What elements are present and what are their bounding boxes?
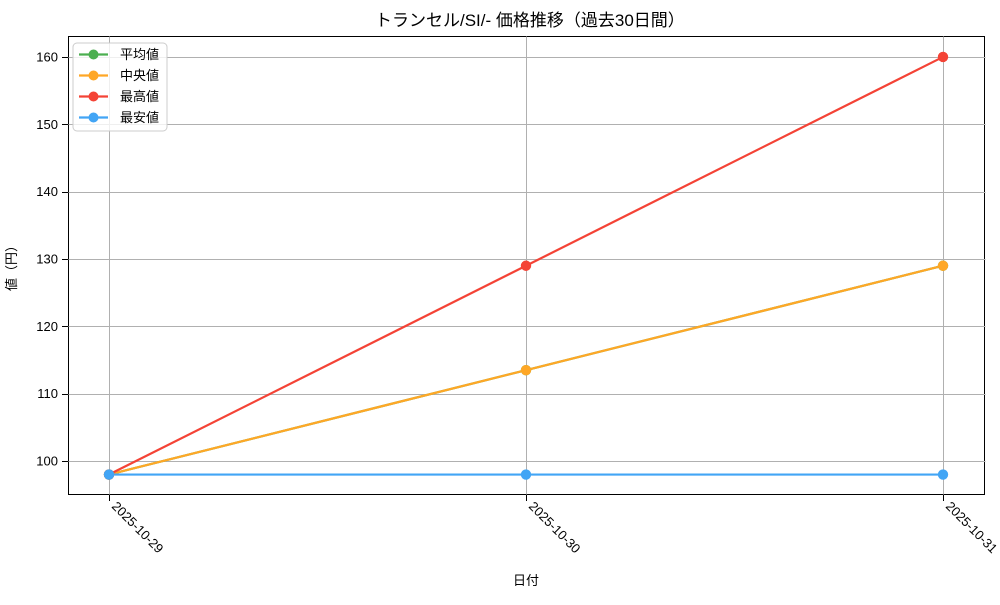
- svg-text:平均値: 平均値: [120, 47, 159, 62]
- svg-text:最高値: 最高値: [120, 89, 159, 104]
- svg-text:値（円）: 値（円）: [4, 239, 19, 291]
- svg-text:100: 100: [36, 454, 58, 469]
- svg-text:最安値: 最安値: [120, 110, 159, 125]
- svg-text:日付: 日付: [513, 573, 539, 588]
- svg-text:110: 110: [37, 386, 58, 401]
- svg-text:140: 140: [36, 184, 58, 199]
- svg-text:130: 130: [36, 252, 58, 267]
- svg-text:120: 120: [36, 319, 58, 334]
- svg-text:中央値: 中央値: [120, 68, 159, 83]
- svg-text:トランセル/SI/- 価格推移（過去30日間）: トランセル/SI/- 価格推移（過去30日間）: [375, 11, 685, 30]
- svg-text:150: 150: [36, 117, 58, 132]
- svg-text:160: 160: [36, 50, 58, 65]
